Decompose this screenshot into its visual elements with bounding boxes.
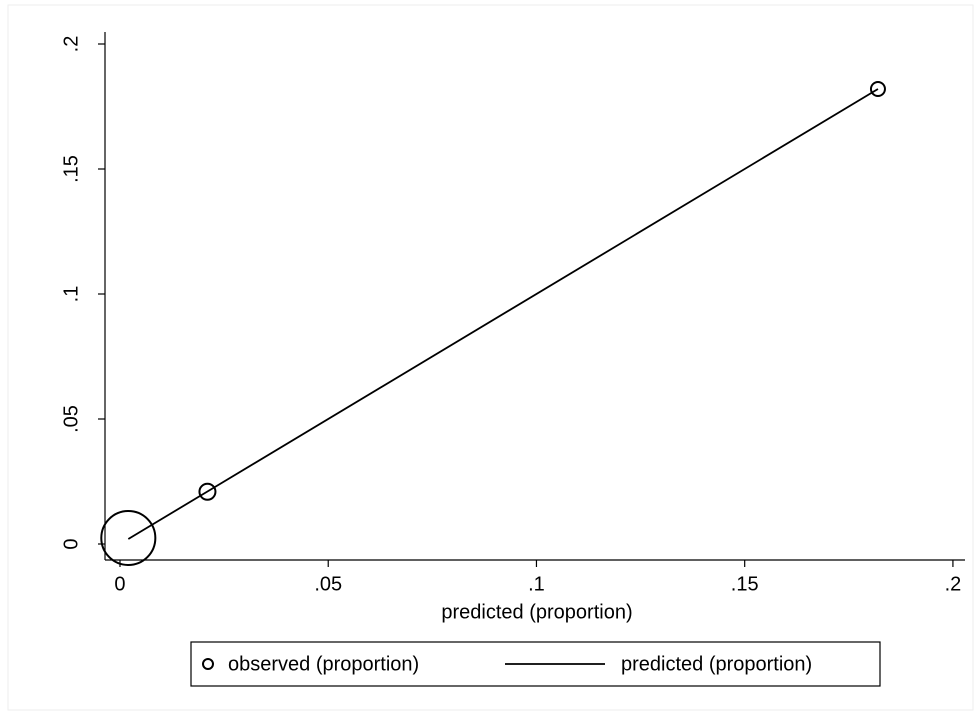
x-tick-label: 0 [114, 573, 125, 595]
graph-border [7, 4, 974, 711]
x-tick-label: .15 [731, 573, 759, 595]
x-tick-label: .2 [945, 573, 962, 595]
line [127, 88, 879, 540]
x-tick-label: .05 [314, 573, 342, 595]
legend-symbol [202, 658, 214, 670]
y-tick-label: 0 [60, 538, 82, 549]
y-tick-label: .2 [60, 36, 82, 53]
legend-label: observed (proportion) [228, 653, 419, 675]
y-tick-label: .05 [60, 405, 82, 433]
x-tick-label: .1 [528, 573, 545, 595]
y-tick-label: .1 [60, 286, 82, 303]
legend-label: predicted (proportion) [621, 653, 812, 675]
bubble [869, 81, 886, 97]
bubble [198, 482, 217, 501]
x-axis-label: predicted (proportion) [441, 601, 632, 623]
y-tick-label: .15 [60, 155, 82, 183]
bubble [100, 509, 157, 567]
